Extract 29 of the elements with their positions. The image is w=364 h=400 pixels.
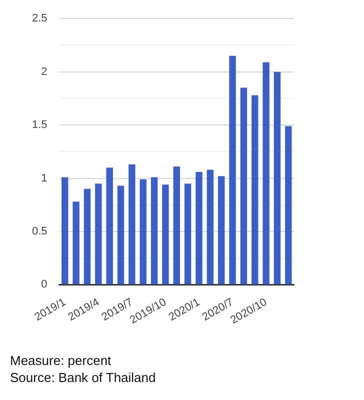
bar <box>218 176 225 284</box>
bar <box>196 172 202 284</box>
y-tick-label: 2.5 <box>32 12 48 25</box>
bar <box>72 202 80 284</box>
text: Measure: percent <box>10 352 112 369</box>
bar <box>106 168 113 284</box>
bar <box>84 188 91 284</box>
bar <box>184 184 192 284</box>
bar <box>274 72 281 284</box>
bar <box>140 179 146 284</box>
bar <box>240 88 248 284</box>
source-note: Source: Bank of Thailand <box>10 369 156 386</box>
y-tick-label: 1.5 <box>32 119 48 132</box>
bar <box>262 62 270 284</box>
bar <box>252 95 258 284</box>
bar <box>95 184 102 284</box>
y-tick-label: 0.5 <box>32 226 48 238</box>
bar <box>62 177 68 284</box>
bar <box>117 186 124 284</box>
y-tick-label: 0 <box>41 278 48 291</box>
bar <box>285 126 292 284</box>
y-tick-label: 2 <box>41 66 48 78</box>
bar <box>229 56 236 284</box>
bar <box>162 184 169 284</box>
bar <box>206 170 214 284</box>
y-tick-label: 1 <box>41 172 48 184</box>
bar <box>150 177 158 284</box>
bar <box>128 164 136 284</box>
bar <box>173 166 180 284</box>
